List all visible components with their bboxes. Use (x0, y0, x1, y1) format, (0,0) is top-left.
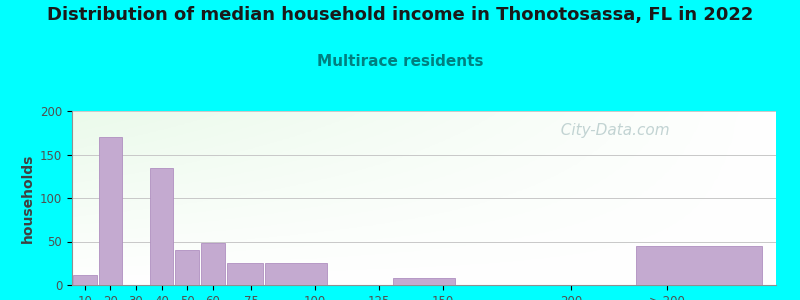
Bar (201, 243, 225, 285)
Bar (98, 137, 122, 285)
Bar (175, 250, 199, 285)
Text: Multirace residents: Multirace residents (317, 54, 483, 69)
Y-axis label: households: households (21, 153, 34, 243)
Text: City-Data.com: City-Data.com (550, 123, 670, 138)
Bar (73, 274, 97, 285)
Bar (226, 263, 263, 285)
Text: Distribution of median household income in Thonotosassa, FL in 2022: Distribution of median household income … (47, 6, 753, 24)
Bar (265, 263, 327, 285)
Bar (150, 167, 174, 285)
Bar (636, 246, 762, 285)
Bar (393, 278, 455, 285)
